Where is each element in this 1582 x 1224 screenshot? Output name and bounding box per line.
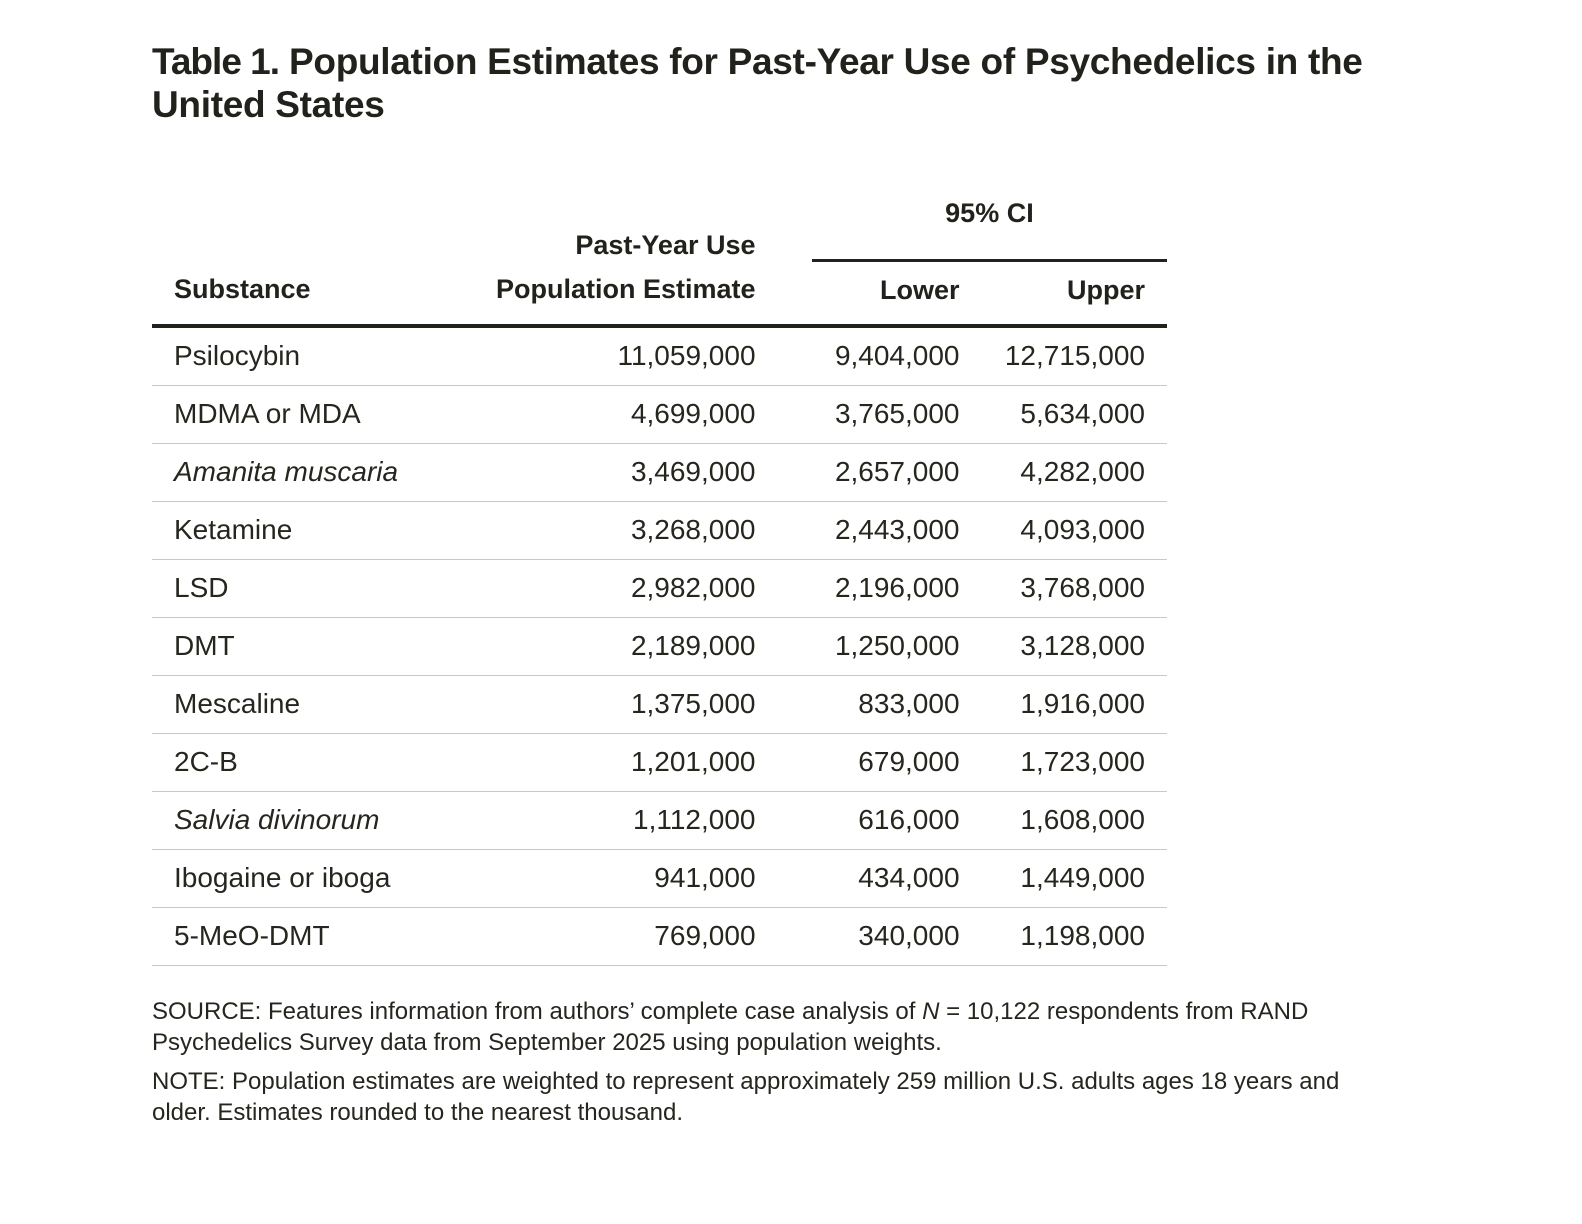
cell-upper: 1,916,000 [959,675,1167,734]
cell-lower: 3,765,000 [811,385,960,444]
table-notes: SOURCE: Features information from author… [152,996,1382,1128]
cell-lower: 2,657,000 [811,443,960,502]
cell-gap [755,617,812,676]
cell-substance: Psilocybin [152,325,454,386]
cell-substance: 5-MeO-DMT [152,907,454,966]
header-estimate-line2: Population Estimate [453,260,756,328]
cell-substance: LSD [152,559,454,618]
cell-upper: 12,715,000 [959,325,1167,386]
cell-estimate: 11,059,000 [453,325,756,386]
table-row: 5-MeO-DMT 769,000 340,000 1,198,000 [152,907,1167,966]
cell-substance: 2C-B [152,733,454,792]
cell-estimate: 2,189,000 [453,617,756,676]
table-title-text: Population Estimates for Past-Year Use o… [152,41,1363,125]
cell-upper: 1,198,000 [959,907,1167,966]
table-row: LSD 2,982,000 2,196,000 3,768,000 [152,559,1167,618]
cell-estimate: 3,268,000 [453,501,756,560]
cell-gap [755,791,812,850]
cell-upper: 1,723,000 [959,733,1167,792]
cell-gap [755,675,812,734]
header-row-top: Past-Year Use 95% CI [152,198,1167,262]
cell-estimate: 941,000 [453,849,756,908]
cell-substance: Mescaline [152,675,454,734]
header-ci-group: 95% CI [811,198,1167,262]
cell-substance: Ibogaine or iboga [152,849,454,908]
cell-estimate: 1,201,000 [453,733,756,792]
cell-estimate: 2,982,000 [453,559,756,618]
cell-lower: 434,000 [811,849,960,908]
cell-substance: DMT [152,617,454,676]
cell-lower: 340,000 [811,907,960,966]
cell-substance: MDMA or MDA [152,385,454,444]
source-note-suffix: = 10,122 respondents from RAND Psychedel… [152,997,1309,1056]
cell-lower: 2,196,000 [811,559,960,618]
header-row-bottom: Substance Population Estimate Lower Uppe… [152,260,1167,328]
cell-upper: 4,093,000 [959,501,1167,560]
table-row: Psilocybin 11,059,000 9,404,000 12,715,000 [152,325,1167,386]
header-estimate-line1: Past-Year Use [575,230,756,260]
table-row: Ketamine 3,268,000 2,443,000 4,093,000 [152,501,1167,560]
header-lower: Lower [811,260,960,328]
table-title: Table 1. Population Estimates for Past-Y… [152,40,1412,126]
cell-gap [755,907,812,966]
header-gap [756,198,812,260]
cell-gap [755,325,812,386]
document-page: Table 1. Population Estimates for Past-Y… [152,40,1412,1136]
table-row: DMT 2,189,000 1,250,000 3,128,000 [152,617,1167,676]
cell-estimate: 1,112,000 [453,791,756,850]
header-upper: Upper [959,260,1167,328]
cell-upper: 4,282,000 [959,443,1167,502]
table-body: Psilocybin 11,059,000 9,404,000 12,715,000 M… [152,325,1167,966]
table-row: Salvia divinorum 1,112,000 616,000 1,608,00… [152,791,1167,850]
population-estimates-table: Past-Year Use 95% CI Substance Populatio… [152,198,1167,966]
cell-gap [755,733,812,792]
cell-upper: 1,608,000 [959,791,1167,850]
cell-gap [755,849,812,908]
cell-gap [755,501,812,560]
source-note-prefix: SOURCE: Features information from author… [152,997,923,1025]
header-spacer-substance [152,198,454,260]
cell-substance: Amanita muscaria [152,443,454,502]
cell-upper: 5,634,000 [959,385,1167,444]
cell-lower: 679,000 [811,733,960,792]
cell-estimate: 4,699,000 [453,385,756,444]
cell-upper: 3,768,000 [959,559,1167,618]
cell-lower: 9,404,000 [811,325,960,386]
source-note: SOURCE: Features information from author… [152,996,1382,1058]
table-row: MDMA or MDA 4,699,000 3,765,000 5,634,000 [152,385,1167,444]
header-substance: Substance [152,260,454,328]
cell-lower: 1,250,000 [811,617,960,676]
cell-gap [755,443,812,502]
source-note-n: N [922,997,940,1025]
cell-gap [755,559,812,618]
table-row: Amanita muscaria 3,469,000 2,657,000 4,282,… [152,443,1167,502]
cell-upper: 3,128,000 [959,617,1167,676]
cell-upper: 1,449,000 [959,849,1167,908]
cell-estimate: 769,000 [453,907,756,966]
cell-estimate: 3,469,000 [453,443,756,502]
cell-gap [755,385,812,444]
cell-lower: 833,000 [811,675,960,734]
table-title-prefix: Table 1. [152,41,280,82]
header-gap-bottom [755,260,812,328]
cell-substance: Ketamine [152,501,454,560]
general-note: NOTE: Population estimates are weighted … [152,1067,1340,1126]
table-row: 2C-B 1,201,000 679,000 1,723,000 [152,733,1167,792]
cell-lower: 2,443,000 [811,501,960,560]
cell-lower: 616,000 [811,791,960,850]
cell-estimate: 1,375,000 [453,675,756,734]
table-row: Mescaline 1,375,000 833,000 1,916,000 [152,675,1167,734]
table-row: Ibogaine or iboga 941,000 434,000 1,449,000 [152,849,1167,908]
cell-substance: Salvia divinorum [152,791,454,850]
